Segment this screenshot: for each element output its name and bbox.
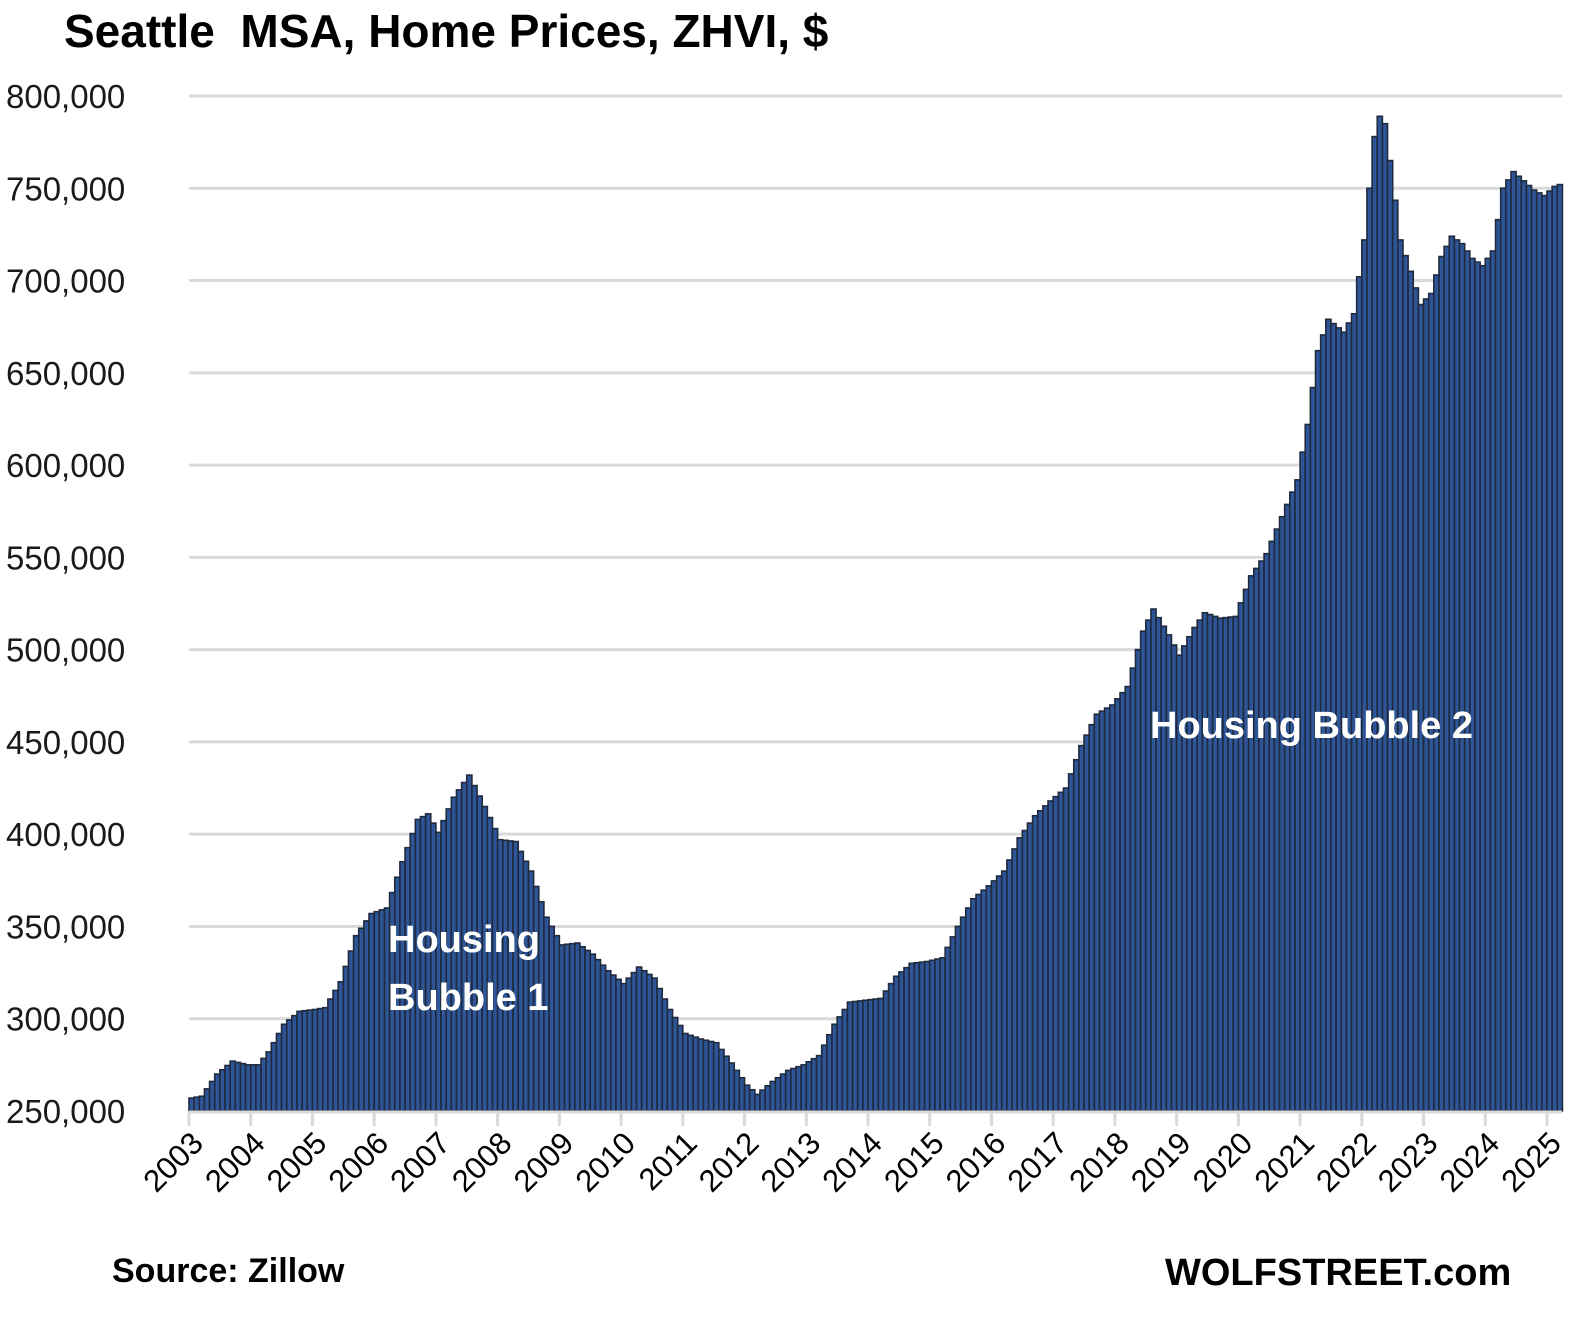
y-tick-label: 450,000 (6, 724, 125, 761)
y-tick-label: 250,000 (6, 1093, 125, 1130)
annotation-housing-bubble-1: Bubble 1 (388, 977, 548, 1019)
y-axis-tick-labels: 250,000 300,000 350,000 400,000 450,000 500,0… (6, 78, 125, 1130)
x-tick-label: 2005 (260, 1125, 334, 1199)
x-tick-label: 2008 (445, 1125, 519, 1199)
x-tick-label: 2012 (692, 1125, 766, 1199)
x-tick-label: 2014 (815, 1125, 889, 1199)
source-note: Source: Zillow (112, 1252, 345, 1290)
x-tick-label: 2010 (569, 1125, 643, 1199)
y-tick-label: 700,000 (6, 263, 125, 300)
x-tick-label: 2009 (507, 1125, 581, 1199)
x-tick-label: 2021 (1248, 1125, 1322, 1199)
annotations: Housing Bubble 1 Housing Bubble 2 (388, 705, 1473, 1019)
x-tick-label: 2022 (1309, 1125, 1383, 1199)
x-tick-label: 2018 (1062, 1125, 1136, 1199)
x-tick-label: 2016 (939, 1125, 1013, 1199)
annotation-housing-bubble-2: Housing Bubble 2 (1150, 705, 1473, 747)
y-tick-label: 400,000 (6, 816, 125, 853)
chart-title: Seattle MSA, Home Prices, ZHVI, $ (64, 5, 829, 57)
y-tick-label: 550,000 (6, 539, 125, 576)
x-tick-label: 2015 (877, 1125, 951, 1199)
x-tick-label: 2025 (1494, 1125, 1568, 1199)
y-tick-label: 500,000 (6, 632, 125, 669)
x-tick-label: 2011 (632, 1125, 704, 1197)
y-tick-label: 600,000 (6, 447, 125, 484)
annotation-housing-bubble-1: Housing (388, 919, 540, 961)
x-axis-tick-labels: 2003200420052006200720082009201020112012… (136, 1125, 1568, 1199)
y-tick-label: 650,000 (6, 355, 125, 392)
y-tick-label: 750,000 (6, 170, 125, 207)
bar (1556, 183, 1564, 1112)
brand-watermark: WOLFSTREET.com (1165, 1252, 1512, 1294)
x-tick-label: 2003 (136, 1125, 210, 1199)
x-axis (187, 1110, 1562, 1126)
x-tick-label: 2004 (198, 1125, 272, 1199)
x-tick-label: 2007 (383, 1125, 457, 1199)
x-tick-label: 2013 (754, 1125, 828, 1199)
x-tick-label: 2017 (1001, 1125, 1075, 1199)
x-tick-label: 2006 (322, 1125, 396, 1199)
x-tick-label: 2023 (1371, 1125, 1445, 1199)
x-tick-label: 2020 (1186, 1125, 1260, 1199)
y-tick-label: 300,000 (6, 1001, 125, 1038)
y-tick-label: 350,000 (6, 908, 125, 945)
x-tick-label: 2019 (1124, 1125, 1198, 1199)
y-tick-label: 800,000 (6, 78, 125, 115)
x-tick-label: 2024 (1433, 1125, 1507, 1199)
bar-series (188, 115, 1564, 1112)
